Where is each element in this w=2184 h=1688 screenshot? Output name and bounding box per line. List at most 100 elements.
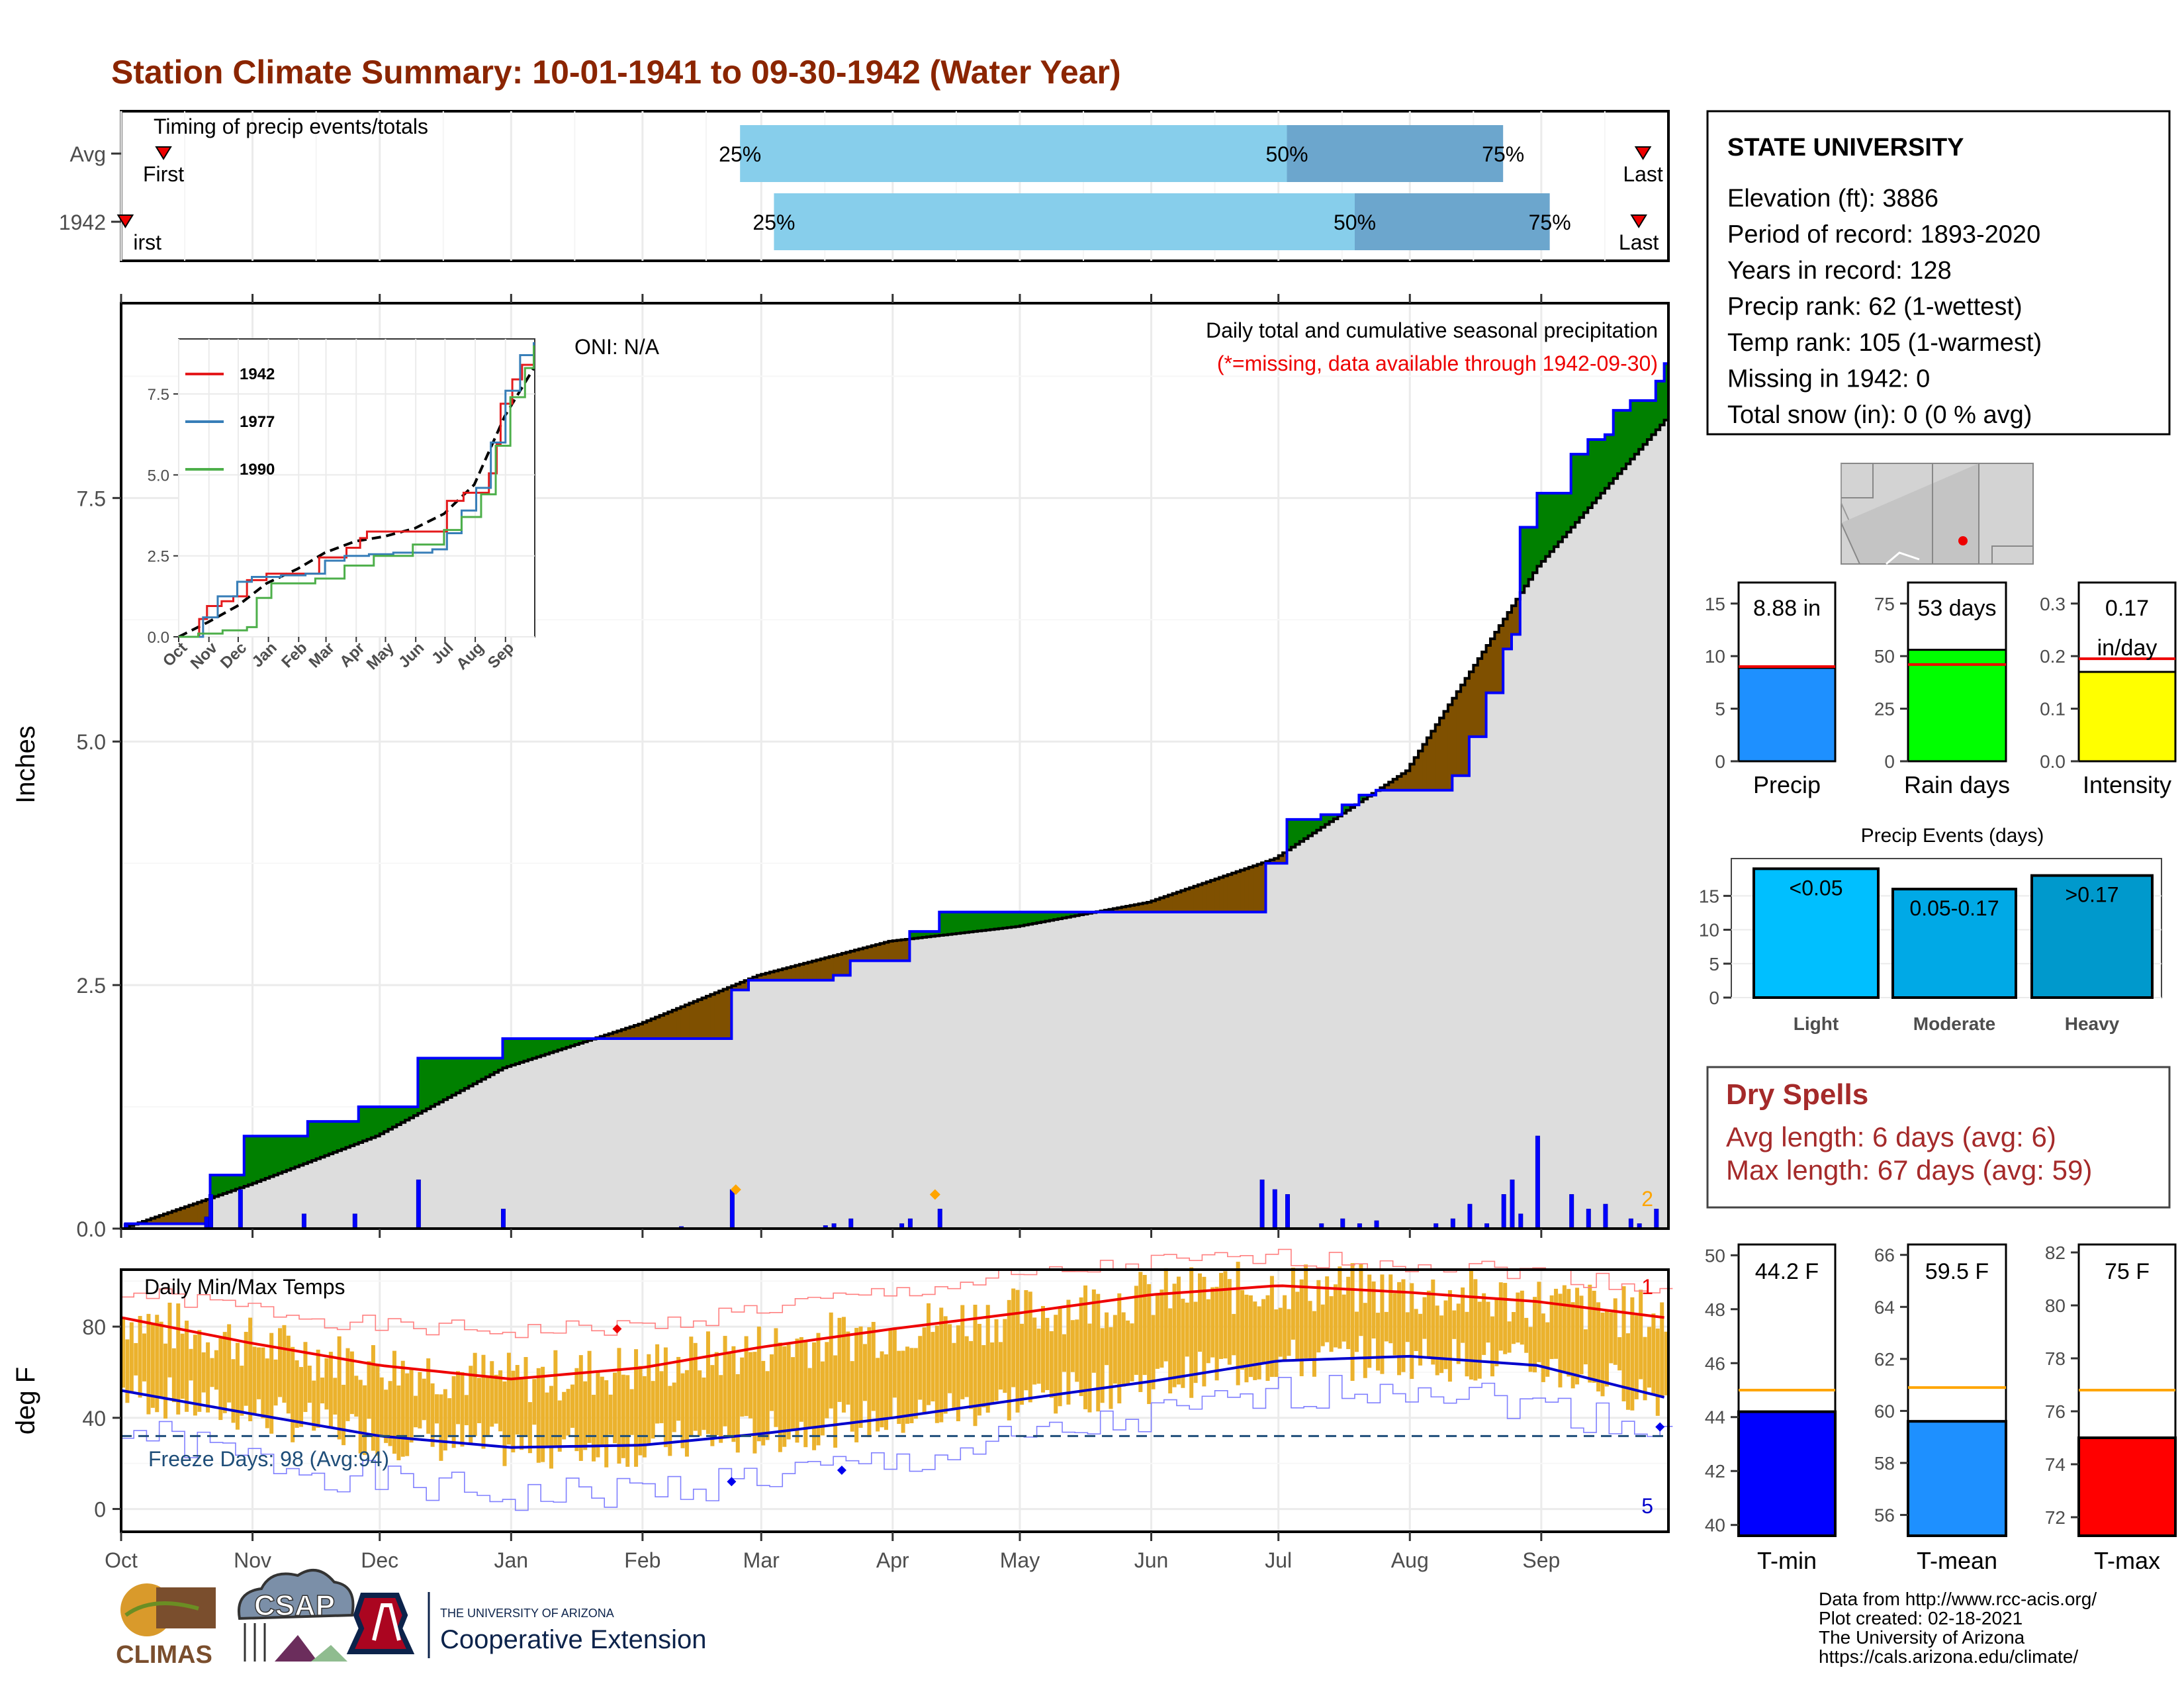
below-average-fill [672,1009,677,1039]
daily-temp-range-bar [256,1347,261,1399]
daily-temp-range-bar [740,1357,745,1417]
above-average-fill [1333,814,1338,819]
daily-temp-range-bar [341,1384,346,1446]
timing-p50-label: 50% [1334,211,1376,234]
above-average-fill [515,1039,520,1064]
daily-temp-range-bar [1392,1293,1397,1356]
daily-temp-range-bar [506,1352,511,1445]
above-average-fill [210,1175,215,1198]
below-average-fill [1435,724,1440,790]
below-average-fill [1498,626,1504,693]
below-average-fill [684,1005,690,1039]
above-average-fill [1346,804,1351,811]
daily-temp-range-bar [1613,1298,1617,1365]
temp-bar-tick-label: 76 [2045,1401,2066,1422]
above-average-fill [341,1121,347,1149]
daily-temp-range-bar [176,1303,181,1415]
daily-temp-range-bar [1435,1305,1439,1376]
daily-precip-bar [352,1213,357,1229]
daily-temp-range-bar [1278,1307,1283,1357]
above-average-fill [977,912,982,931]
timing-panel: Timing of precip events/totals Avg 25% 50%… [59,110,1670,262]
daily-temp-range-bar [693,1342,698,1431]
above-average-fill [1541,492,1546,561]
daily-temp-range-bar [384,1389,388,1443]
below-average-fill [1223,876,1228,912]
above-average-fill [443,1058,448,1100]
daily-temp-range-bar [981,1344,986,1407]
daily-temp-range-bar [214,1350,218,1390]
below-average-fill [1494,632,1500,693]
precip-y-tick-label: 2.5 [77,974,106,998]
above-average-fill [1045,912,1050,921]
below-average-fill [1456,691,1461,776]
below-average-fill [655,1017,660,1039]
daily-temp-range-bar [812,1342,817,1450]
daily-temp-range-bar [1214,1286,1219,1381]
daily-precip-bar [301,1213,306,1229]
daily-temp-range-bar [138,1315,142,1398]
daily-precip-bar [1603,1203,1608,1229]
below-average-fill [698,1000,703,1039]
summary-bar-tick-label: 0.2 [2040,646,2066,667]
daily-temp-range-bar [312,1380,316,1431]
above-average-fill [909,931,915,939]
summary-bar-value-unit: in/day [2097,635,2158,661]
daily-temp-range-bar [371,1345,375,1451]
daily-temp-range-bar [1232,1313,1236,1356]
below-average-fill [1155,899,1160,912]
daily-temp-range-bar [719,1375,723,1443]
daily-temp-range-bar [1312,1311,1316,1377]
daily-temp-range-bar [1528,1327,1533,1372]
above-average-fill [1621,410,1627,469]
above-average-fill [574,1039,580,1045]
daily-temp-range-bar [400,1360,405,1457]
first-event-marker [116,214,134,228]
daily-temp-range-bar [451,1376,456,1448]
above-average-fill [388,1107,393,1129]
daily-temp-range-bar [629,1389,634,1435]
below-average-fill [778,970,783,980]
credit-line: Data from http://www.rcc-acis.org/ [1819,1589,2097,1609]
above-average-fill [1630,400,1635,459]
daily-temp-range-bar [1511,1312,1516,1344]
above-average-fill [477,1058,482,1082]
daily-temp-range-bar [1431,1279,1435,1365]
daily-temp-range-bar [1028,1291,1032,1403]
above-average-fill [1588,440,1593,508]
daily-temp-range-bar [1019,1323,1024,1405]
below-average-fill [765,973,770,980]
daily-temp-range-bar [502,1381,507,1466]
daily-temp-range-bar [464,1395,469,1426]
daily-temp-range-bar [647,1354,651,1446]
daily-temp-range-bar [1299,1279,1304,1376]
daily-temp-range-bar [570,1384,574,1428]
above-average-fill [469,1058,474,1086]
daily-temp-range-bar [541,1366,545,1462]
month-tick-label: May [1000,1548,1040,1572]
timing-bar-25-50 [774,193,1355,250]
below-average-fill [1202,883,1207,912]
daily-temp-range-bar [201,1352,206,1393]
below-average-fill [1181,890,1186,912]
daily-temp-range-bar [901,1350,905,1433]
daily-temp-range-bar [549,1385,553,1469]
daily-temp-range-bar [167,1302,172,1378]
daily-temp-range-bar [1109,1327,1113,1409]
above-average-fill [447,1058,453,1098]
above-average-fill [1600,440,1606,493]
above-average-fill [396,1107,402,1125]
below-average-fill [1134,904,1139,912]
summary-bar [2077,671,2177,763]
daily-temp-range-bar [1134,1286,1138,1375]
below-average-fill [1236,871,1241,912]
below-average-fill [884,942,889,961]
daily-temp-range-bar [1554,1288,1559,1359]
daily-temp-range-bar [1367,1274,1372,1368]
daily-temp-range-bar [1477,1301,1482,1379]
daily-temp-range-bar [931,1332,935,1402]
daily-temp-range-bar [388,1381,392,1446]
daily-temp-range-bar [1456,1303,1461,1364]
daily-temp-range-bar [948,1324,952,1393]
